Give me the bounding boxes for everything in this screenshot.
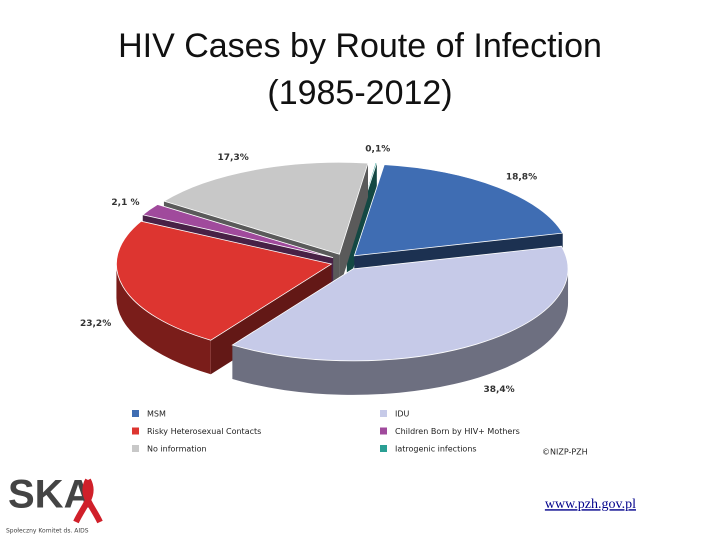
source-note: ©NIZP-PZH — [542, 448, 588, 457]
slice-side — [116, 264, 211, 375]
legend-label: No information — [147, 445, 207, 454]
value-label: 0,1% — [365, 145, 390, 155]
legend-swatch — [380, 427, 387, 435]
value-label: 38,4% — [483, 385, 514, 395]
slice — [162, 161, 369, 255]
value-label: 2,1 % — [111, 198, 139, 208]
slice-cut — [339, 163, 368, 289]
value-label: 23,2% — [80, 319, 111, 329]
logo-text: SKA — [8, 473, 92, 517]
chart-title: HIV Cases by Route of Infection — [118, 27, 602, 65]
link[interactable]: www.pzh.gov.pl — [545, 497, 636, 512]
slice — [353, 164, 564, 257]
legend-label: Children Born by HIV+ Mothers — [395, 427, 520, 436]
pie: 18,8% 38,4% 23,2% 2,1 % 17,3% 0,1% — [80, 145, 569, 395]
legend-label: Risky Heterosexual Contacts — [147, 427, 261, 436]
legend-swatch — [132, 445, 139, 452]
legend-swatch — [132, 410, 139, 417]
slice — [116, 220, 333, 341]
legend-swatch — [380, 445, 387, 452]
slice-side — [232, 268, 569, 395]
legend-swatch — [380, 410, 387, 417]
legend: MSM IDU Risky Heterosexual Contacts Childre… — [132, 410, 520, 454]
value-label: 17,3% — [218, 153, 249, 163]
legend-label: MSM — [147, 410, 166, 419]
chart-title: (1985-2012) — [267, 74, 452, 112]
legend-swatch — [132, 427, 139, 435]
value-label: 18,8% — [506, 173, 537, 183]
slice — [141, 204, 334, 258]
legend-label: IDU — [395, 410, 410, 419]
logo-caption: Społeczny Komitet ds. AIDS — [6, 528, 89, 535]
slice — [231, 245, 569, 362]
legend-label: Iatrogenic infections — [395, 445, 477, 454]
logo-ribbon — [73, 478, 103, 524]
logo: SKA Społeczny Komitet ds. AIDS — [6, 473, 103, 535]
